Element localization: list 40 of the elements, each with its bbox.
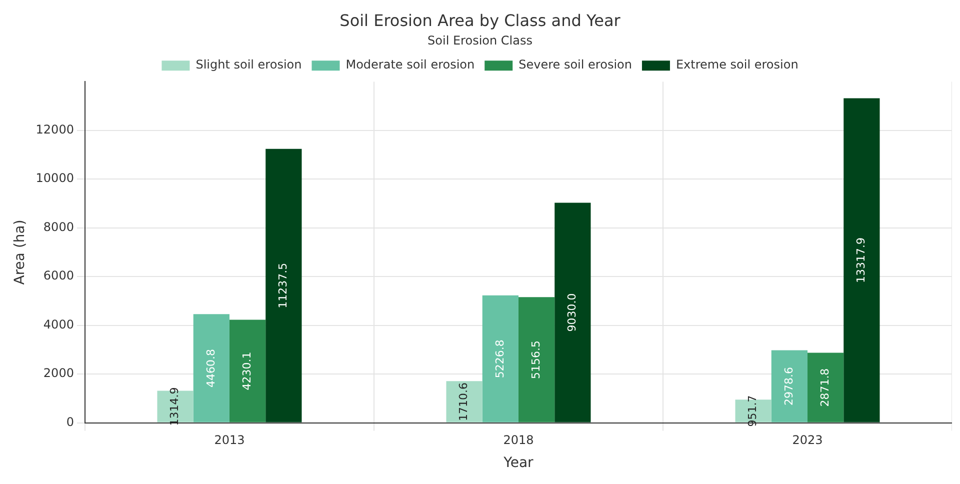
legend-label: Severe soil erosion xyxy=(518,58,632,72)
legend-label: Moderate soil erosion xyxy=(346,58,475,72)
bar xyxy=(807,352,844,422)
data-label: 5226.8 xyxy=(493,340,506,378)
bar xyxy=(554,202,591,422)
data-label: 9030.0 xyxy=(566,293,579,332)
bar xyxy=(771,350,808,422)
x-axis-title: Year xyxy=(502,455,534,472)
y-tick-label: 4000 xyxy=(43,317,74,332)
bar xyxy=(844,98,880,422)
y-tick-label: 2000 xyxy=(43,366,74,380)
bar xyxy=(518,297,555,422)
y-tick-label: 8000 xyxy=(43,220,74,234)
data-label: 11237.5 xyxy=(276,262,290,308)
data-label: 4460.8 xyxy=(204,348,218,388)
data-label: 1314.9 xyxy=(168,387,182,426)
data-label: 2871.8 xyxy=(818,368,832,407)
bar xyxy=(229,320,266,422)
data-label: 951.7 xyxy=(746,395,760,427)
legend-label: Extreme soil erosion xyxy=(676,58,798,72)
chart-title: Soil Erosion Area by Class and Year xyxy=(340,10,621,30)
bar xyxy=(446,381,482,422)
bar xyxy=(193,314,230,422)
bar xyxy=(482,295,518,422)
y-tick-label: 12000 xyxy=(36,122,74,136)
y-tick-label: 0 xyxy=(66,414,74,429)
x-tick-label: 2023 xyxy=(792,433,823,448)
legend-title: Soil Erosion Class xyxy=(428,33,532,48)
bar xyxy=(266,148,302,422)
data-label: 13317.9 xyxy=(854,238,868,284)
x-tick-label: 2018 xyxy=(503,433,534,448)
y-axis-title: Area (ha) xyxy=(12,220,28,285)
y-tick-label: 10000 xyxy=(36,171,74,186)
data-label: 5156.5 xyxy=(529,340,542,379)
legend-label: Slight soil erosion xyxy=(196,58,302,72)
data-label: 2978.6 xyxy=(782,367,796,406)
data-label: 4230.1 xyxy=(240,352,254,390)
x-tick-label: 2013 xyxy=(214,433,245,448)
y-tick-label: 6000 xyxy=(43,268,74,283)
data-label: 1710.6 xyxy=(457,382,470,421)
